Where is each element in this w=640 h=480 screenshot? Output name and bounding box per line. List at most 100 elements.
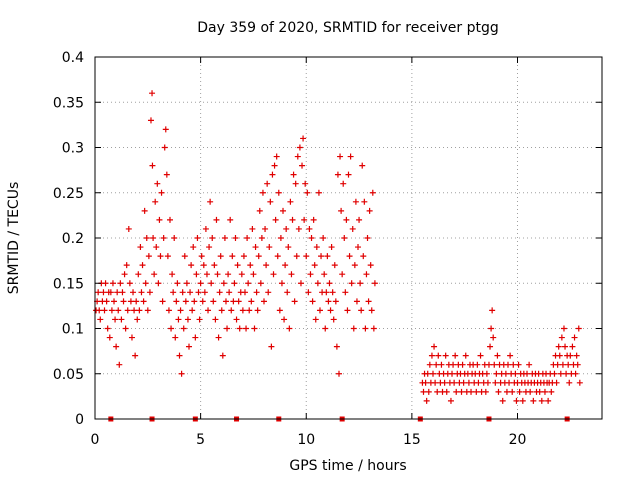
- data-point: [112, 316, 119, 323]
- data-point: [128, 334, 135, 341]
- data-point: [308, 235, 315, 241]
- data-point: [290, 171, 297, 178]
- data-point: [225, 271, 232, 278]
- data-point: [545, 397, 552, 404]
- data-point: [177, 307, 184, 314]
- data-point: [563, 370, 570, 377]
- data-point: [275, 189, 282, 196]
- data-point: [258, 235, 265, 241]
- data-point: [115, 307, 122, 314]
- data-point: [355, 244, 362, 251]
- data-point: [558, 334, 565, 341]
- data-point: [169, 271, 176, 278]
- data-point: [292, 180, 299, 187]
- data-point: [524, 370, 531, 377]
- data-point: [205, 307, 212, 314]
- data-point: [495, 388, 502, 395]
- data-point: [320, 235, 327, 241]
- data-point: [349, 225, 356, 232]
- data-point: [252, 244, 259, 251]
- data-point: [256, 207, 263, 214]
- data-point: [574, 361, 581, 368]
- data-point: [219, 352, 226, 359]
- data-point: [262, 225, 269, 232]
- data-point: [250, 271, 257, 278]
- data-point: [307, 271, 314, 278]
- data-point: [499, 397, 506, 404]
- data-point: [475, 379, 482, 386]
- data-point: [168, 325, 175, 332]
- data-point: [280, 207, 287, 214]
- data-point: [468, 388, 475, 395]
- data-point: [556, 352, 563, 359]
- data-point: [157, 253, 164, 260]
- data-point: [551, 370, 558, 377]
- data-point: [361, 198, 368, 205]
- data-point: [210, 298, 217, 305]
- y-tick-label: 0.05: [53, 367, 84, 383]
- data-point: [150, 235, 157, 241]
- data-point: [442, 352, 449, 359]
- data-point: [196, 316, 203, 323]
- y-tick-label: 0.1: [62, 322, 84, 338]
- data-point: [284, 289, 291, 296]
- data-point: [369, 189, 376, 196]
- data-point: [371, 280, 378, 287]
- data-point: [305, 289, 312, 296]
- data-point: [208, 280, 215, 287]
- data-point: [265, 289, 272, 296]
- data-point: [146, 289, 153, 296]
- data-point: [118, 316, 125, 323]
- data-point: [197, 280, 204, 287]
- data-point: [222, 298, 229, 305]
- data-point: [141, 207, 148, 214]
- data-point: [216, 289, 223, 296]
- data-point: [175, 316, 182, 323]
- data-point: [240, 253, 247, 260]
- x-axis-label: GPS time / hours: [289, 458, 406, 474]
- data-point: [212, 316, 219, 323]
- y-axis-label: SRMTID / TECUs: [6, 182, 22, 295]
- data-point: [121, 271, 128, 278]
- data-point: [126, 280, 133, 287]
- data-point: [567, 352, 574, 359]
- data-point: [451, 379, 458, 386]
- data-point: [492, 379, 499, 386]
- data-point: [130, 289, 137, 296]
- data-point: [420, 388, 427, 395]
- data-point: [312, 316, 319, 323]
- data-point: [367, 262, 374, 269]
- data-point: [452, 352, 459, 359]
- data-point: [323, 289, 330, 296]
- data-point: [263, 262, 270, 269]
- data-point: [165, 307, 172, 314]
- data-point: [269, 171, 276, 178]
- x-tick-label: 10: [297, 432, 315, 448]
- data-point: [238, 271, 245, 278]
- data-point: [447, 397, 454, 404]
- data-point: [510, 361, 517, 368]
- data-point: [474, 361, 481, 368]
- data-point: [149, 162, 156, 169]
- data-point: [430, 370, 436, 377]
- data-point: [333, 343, 340, 350]
- data-point: [161, 144, 168, 151]
- data-point: [473, 388, 480, 395]
- data-point: [276, 307, 283, 314]
- data-point: [244, 235, 251, 241]
- data-point: [488, 325, 495, 332]
- data-point: [326, 280, 333, 287]
- data-point: [428, 352, 435, 359]
- chart-title: Day 359 of 2020, SRMTID for receiver ptg…: [197, 20, 499, 36]
- data-point: [363, 271, 370, 278]
- data-point: [189, 307, 196, 314]
- data-point: [234, 262, 241, 269]
- data-point: [325, 298, 332, 305]
- data-point: [254, 307, 261, 314]
- data-point: [173, 298, 180, 305]
- y-tick-label: 0.3: [62, 141, 84, 157]
- data-point: [108, 307, 115, 314]
- data-point: [453, 388, 460, 395]
- data-point: [487, 343, 494, 350]
- data-point: [460, 379, 467, 386]
